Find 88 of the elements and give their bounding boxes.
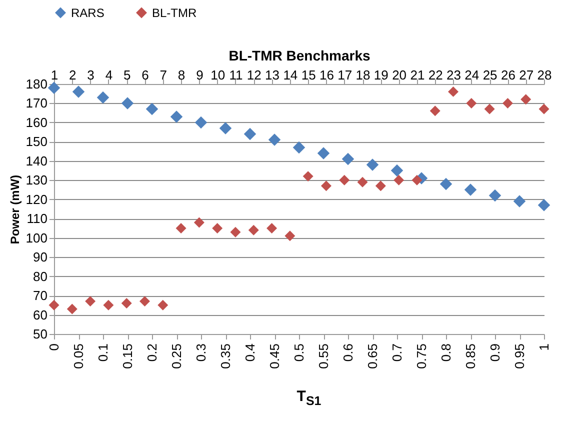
point xyxy=(48,82,60,94)
x-tick-label: 0.35 xyxy=(218,344,233,369)
x2-tick-label: 13 xyxy=(265,68,280,82)
point xyxy=(72,86,85,98)
x-tick-label: 0.4 xyxy=(242,344,258,362)
y-tick-label: 180 xyxy=(26,76,48,92)
x-tick-label: 0.25 xyxy=(169,344,184,369)
point xyxy=(146,102,158,116)
point xyxy=(268,134,281,146)
point xyxy=(96,91,110,104)
x2-tick-label: 27 xyxy=(519,68,534,82)
y-tick-label: 100 xyxy=(26,230,48,246)
legend-label: BL-TMR xyxy=(152,6,197,20)
x2-tick-label: 14 xyxy=(283,68,298,82)
x2-tick-label: 25 xyxy=(482,68,498,82)
x-axis-title: T$_{S1}$ xyxy=(296,388,322,408)
point xyxy=(244,128,256,140)
point xyxy=(292,141,306,154)
x-tick-label: 0.65 xyxy=(365,344,380,369)
x2-axis-title: BL-TMR Benchmarks xyxy=(228,48,370,64)
x2-tick-label: 26 xyxy=(500,68,516,82)
x2-tick-label: 2 xyxy=(69,68,76,82)
y-tick-label: 150 xyxy=(26,134,48,150)
x2-tick-label: 28 xyxy=(537,68,552,82)
x2-tick-label: 15 xyxy=(301,68,316,82)
x-tick-label: 0.75 xyxy=(414,344,429,369)
x2-tick-label: 5 xyxy=(123,68,131,82)
x-tick-label: 0.3 xyxy=(194,344,208,362)
x2-tick-label: 11 xyxy=(229,68,243,82)
y-tick-label: 160 xyxy=(26,114,48,130)
x-tick-label: 0.55 xyxy=(316,344,331,369)
x-tick-label: 0.05 xyxy=(71,344,86,369)
point xyxy=(170,110,183,123)
y-tick-label: 140 xyxy=(26,153,48,168)
y-tick-label: 120 xyxy=(26,192,48,207)
x-tick-label: 0.45 xyxy=(267,344,282,369)
x2-tick-label: 17 xyxy=(338,68,352,82)
x-tick-label: 0.2 xyxy=(144,344,160,362)
y-tick-label: 70 xyxy=(33,288,48,304)
x2-tick-label: 7 xyxy=(160,68,168,82)
x-tick-label: 0.7 xyxy=(390,344,404,362)
point xyxy=(317,147,330,160)
x-tick-label: 0.6 xyxy=(340,344,356,362)
point xyxy=(366,158,379,171)
point xyxy=(121,97,134,110)
point xyxy=(464,184,477,196)
x-tick-label: 0 xyxy=(46,344,62,351)
y-tick-label: 50 xyxy=(33,326,48,342)
x2-tick-label: 12 xyxy=(246,68,262,82)
point xyxy=(219,122,232,134)
x2-tick-label: 8 xyxy=(178,68,186,82)
point xyxy=(390,164,404,177)
x2-tick-label: 18 xyxy=(356,68,370,82)
x2-tick-label: 9 xyxy=(196,68,204,82)
x-tick-label: 0.15 xyxy=(120,344,135,369)
x-tick-label: 0.95 xyxy=(512,344,527,369)
y-tick-label: 110 xyxy=(26,211,48,226)
y-tick-label: 170 xyxy=(26,96,48,111)
x2-tick-label: 24 xyxy=(464,68,480,82)
x2-tick-label: 20 xyxy=(392,68,407,82)
x2-tick-label: 3 xyxy=(87,68,94,82)
x-tick-label: 0.85 xyxy=(463,344,478,369)
x2-tick-label: 21 xyxy=(410,68,425,82)
y-tick-label: 90 xyxy=(33,250,48,265)
point xyxy=(513,195,526,208)
x-tick-label: 0.9 xyxy=(488,344,502,362)
point xyxy=(194,116,208,129)
x-tick-label: 0.8 xyxy=(438,344,454,362)
x2-tick-label: 1 xyxy=(50,68,58,82)
y-tick-label: 130 xyxy=(26,172,48,188)
point xyxy=(440,178,452,190)
y-axis-title: Power (mW) xyxy=(8,174,22,244)
x2-tick-label: 6 xyxy=(142,68,149,82)
x-tick-label: 0.1 xyxy=(96,344,110,362)
x2-tick-label: 23 xyxy=(446,68,461,82)
x2-tick-label: 10 xyxy=(210,68,226,82)
x2-tick-label: 16 xyxy=(319,68,334,82)
x-tick-label: 0.5 xyxy=(292,344,306,362)
x2-tick-label: 22 xyxy=(428,68,443,82)
x2-tick-label: 4 xyxy=(105,68,113,82)
x2-tick-label: 19 xyxy=(374,68,388,82)
x-tick-label: 1 xyxy=(536,344,552,351)
point xyxy=(488,189,502,202)
legend-label: RARS xyxy=(71,6,104,20)
point xyxy=(342,152,354,166)
y-tick-label: 60 xyxy=(33,307,48,322)
y-tick-label: 80 xyxy=(33,268,48,284)
point xyxy=(538,199,550,212)
